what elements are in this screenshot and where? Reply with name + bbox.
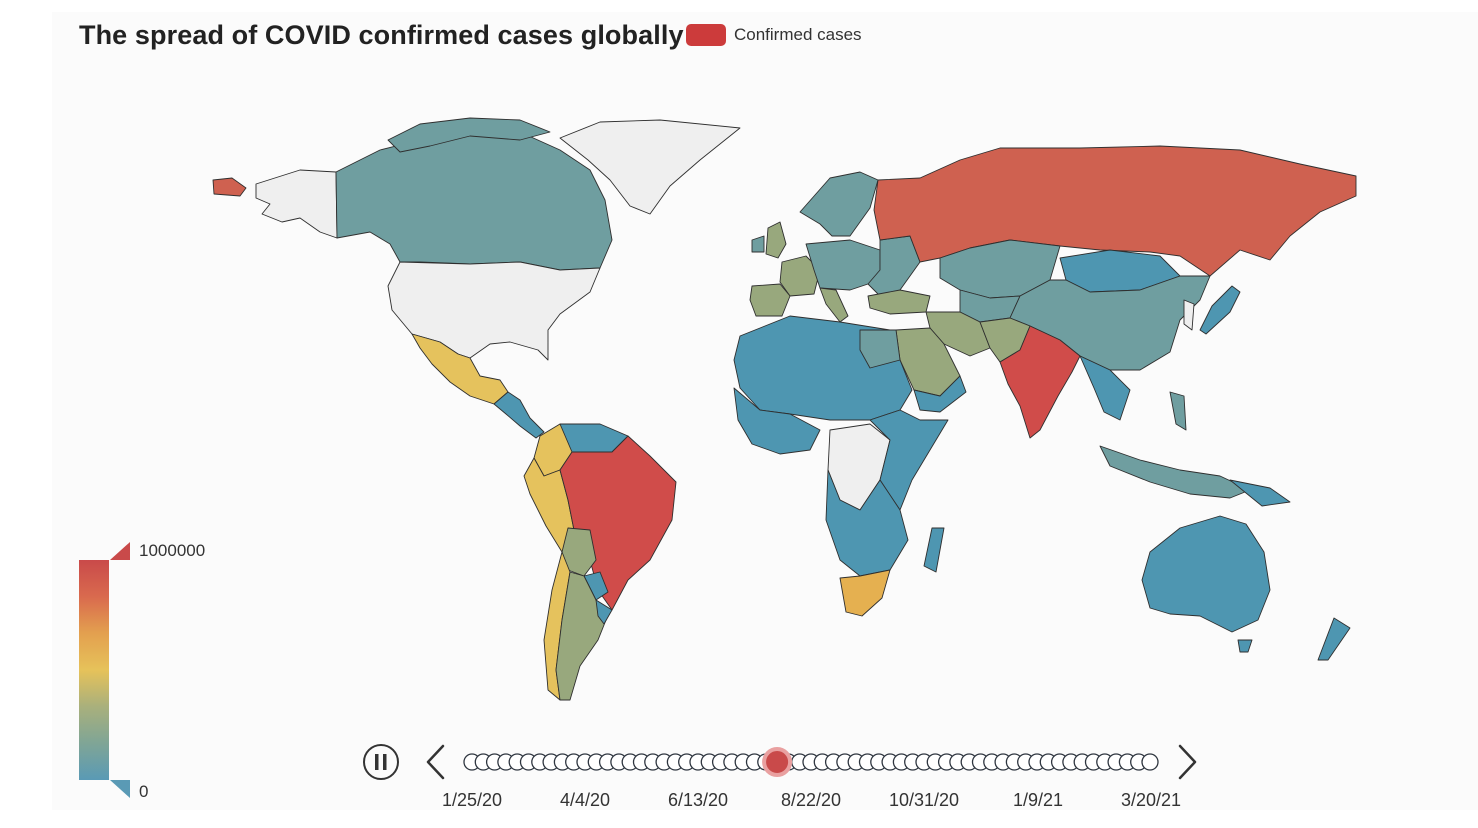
legend-item-confirmed-cases[interactable]: Confirmed cases [686, 24, 862, 46]
timeline-step[interactable] [1141, 753, 1159, 771]
country-central-europe[interactable] [805, 239, 881, 291]
country-japan[interactable] [1199, 285, 1241, 335]
country-greenland[interactable] [559, 119, 741, 215]
country-australia[interactable] [1141, 515, 1271, 633]
visual-map: 1000000 0 [79, 541, 205, 801]
chevron-left-icon[interactable] [426, 744, 445, 780]
country-canada-islands[interactable] [387, 117, 551, 153]
timeline-labels: 1/25/20 4/4/20 6/13/20 8/22/20 10/31/20 1/9/2… [442, 790, 1181, 810]
visual-map-handle-bottom[interactable] [110, 780, 130, 798]
legend-label: Confirmed cases [734, 25, 862, 44]
country-spain[interactable] [749, 283, 791, 317]
timeline-label: 8/22/20 [781, 790, 841, 810]
chart-title: The spread of COVID confirmed cases glob… [79, 20, 684, 50]
country-southern-africa[interactable] [825, 469, 909, 577]
country-new-zealand[interactable] [1317, 617, 1351, 661]
country-uruguay[interactable] [595, 599, 613, 625]
visual-map-max-label: 1000000 [139, 541, 205, 560]
visual-map-handle-top[interactable] [110, 542, 130, 560]
chevron-right-icon[interactable] [1178, 744, 1197, 780]
timeline: 1/25/20 4/4/20 6/13/20 8/22/20 10/31/20 1/9/2… [363, 744, 1197, 810]
country-scandinavia[interactable] [799, 171, 879, 237]
country-madagascar[interactable] [923, 527, 945, 573]
country-indonesia[interactable] [1099, 445, 1251, 499]
country-philippines[interactable] [1169, 391, 1187, 431]
country-south-africa[interactable] [839, 569, 891, 617]
country-tasmania[interactable] [1237, 639, 1253, 653]
country-canada[interactable] [335, 127, 613, 271]
country-brazil[interactable] [559, 435, 677, 611]
timeline-current-step[interactable] [762, 747, 793, 777]
timeline-label: 3/20/21 [1121, 790, 1181, 810]
visual-map-min-label: 0 [139, 782, 148, 801]
legend-swatch [686, 24, 726, 46]
country-argentina[interactable] [555, 571, 607, 701]
country-central-america[interactable] [493, 391, 545, 439]
country-yemen-oman[interactable] [913, 375, 967, 413]
country-east-africa[interactable] [869, 409, 949, 511]
timeline-label: 1/9/21 [1013, 790, 1063, 810]
country-france[interactable] [779, 255, 821, 297]
country-uk[interactable] [765, 221, 787, 259]
country-alaska[interactable] [255, 169, 338, 239]
timeline-label: 4/4/20 [560, 790, 610, 810]
pause-icon[interactable] [363, 744, 399, 780]
timeline-label: 10/31/20 [889, 790, 959, 810]
timeline-steps [463, 747, 1159, 777]
country-korea[interactable] [1183, 299, 1195, 331]
country-india[interactable] [999, 325, 1081, 439]
timeline-label: 1/25/20 [442, 790, 502, 810]
country-russia-east-tip[interactable] [212, 177, 247, 197]
country-egypt[interactable] [859, 329, 901, 369]
country-west-africa[interactable] [733, 387, 821, 455]
countries-layer [212, 117, 1357, 701]
country-italy[interactable] [819, 287, 849, 323]
country-png[interactable] [1229, 479, 1291, 507]
country-ireland[interactable] [751, 235, 765, 253]
timeline-label: 6/13/20 [668, 790, 728, 810]
country-russia[interactable] [873, 145, 1357, 277]
country-se-asia[interactable] [1079, 355, 1131, 421]
visual-map-gradient-bar [79, 560, 109, 780]
